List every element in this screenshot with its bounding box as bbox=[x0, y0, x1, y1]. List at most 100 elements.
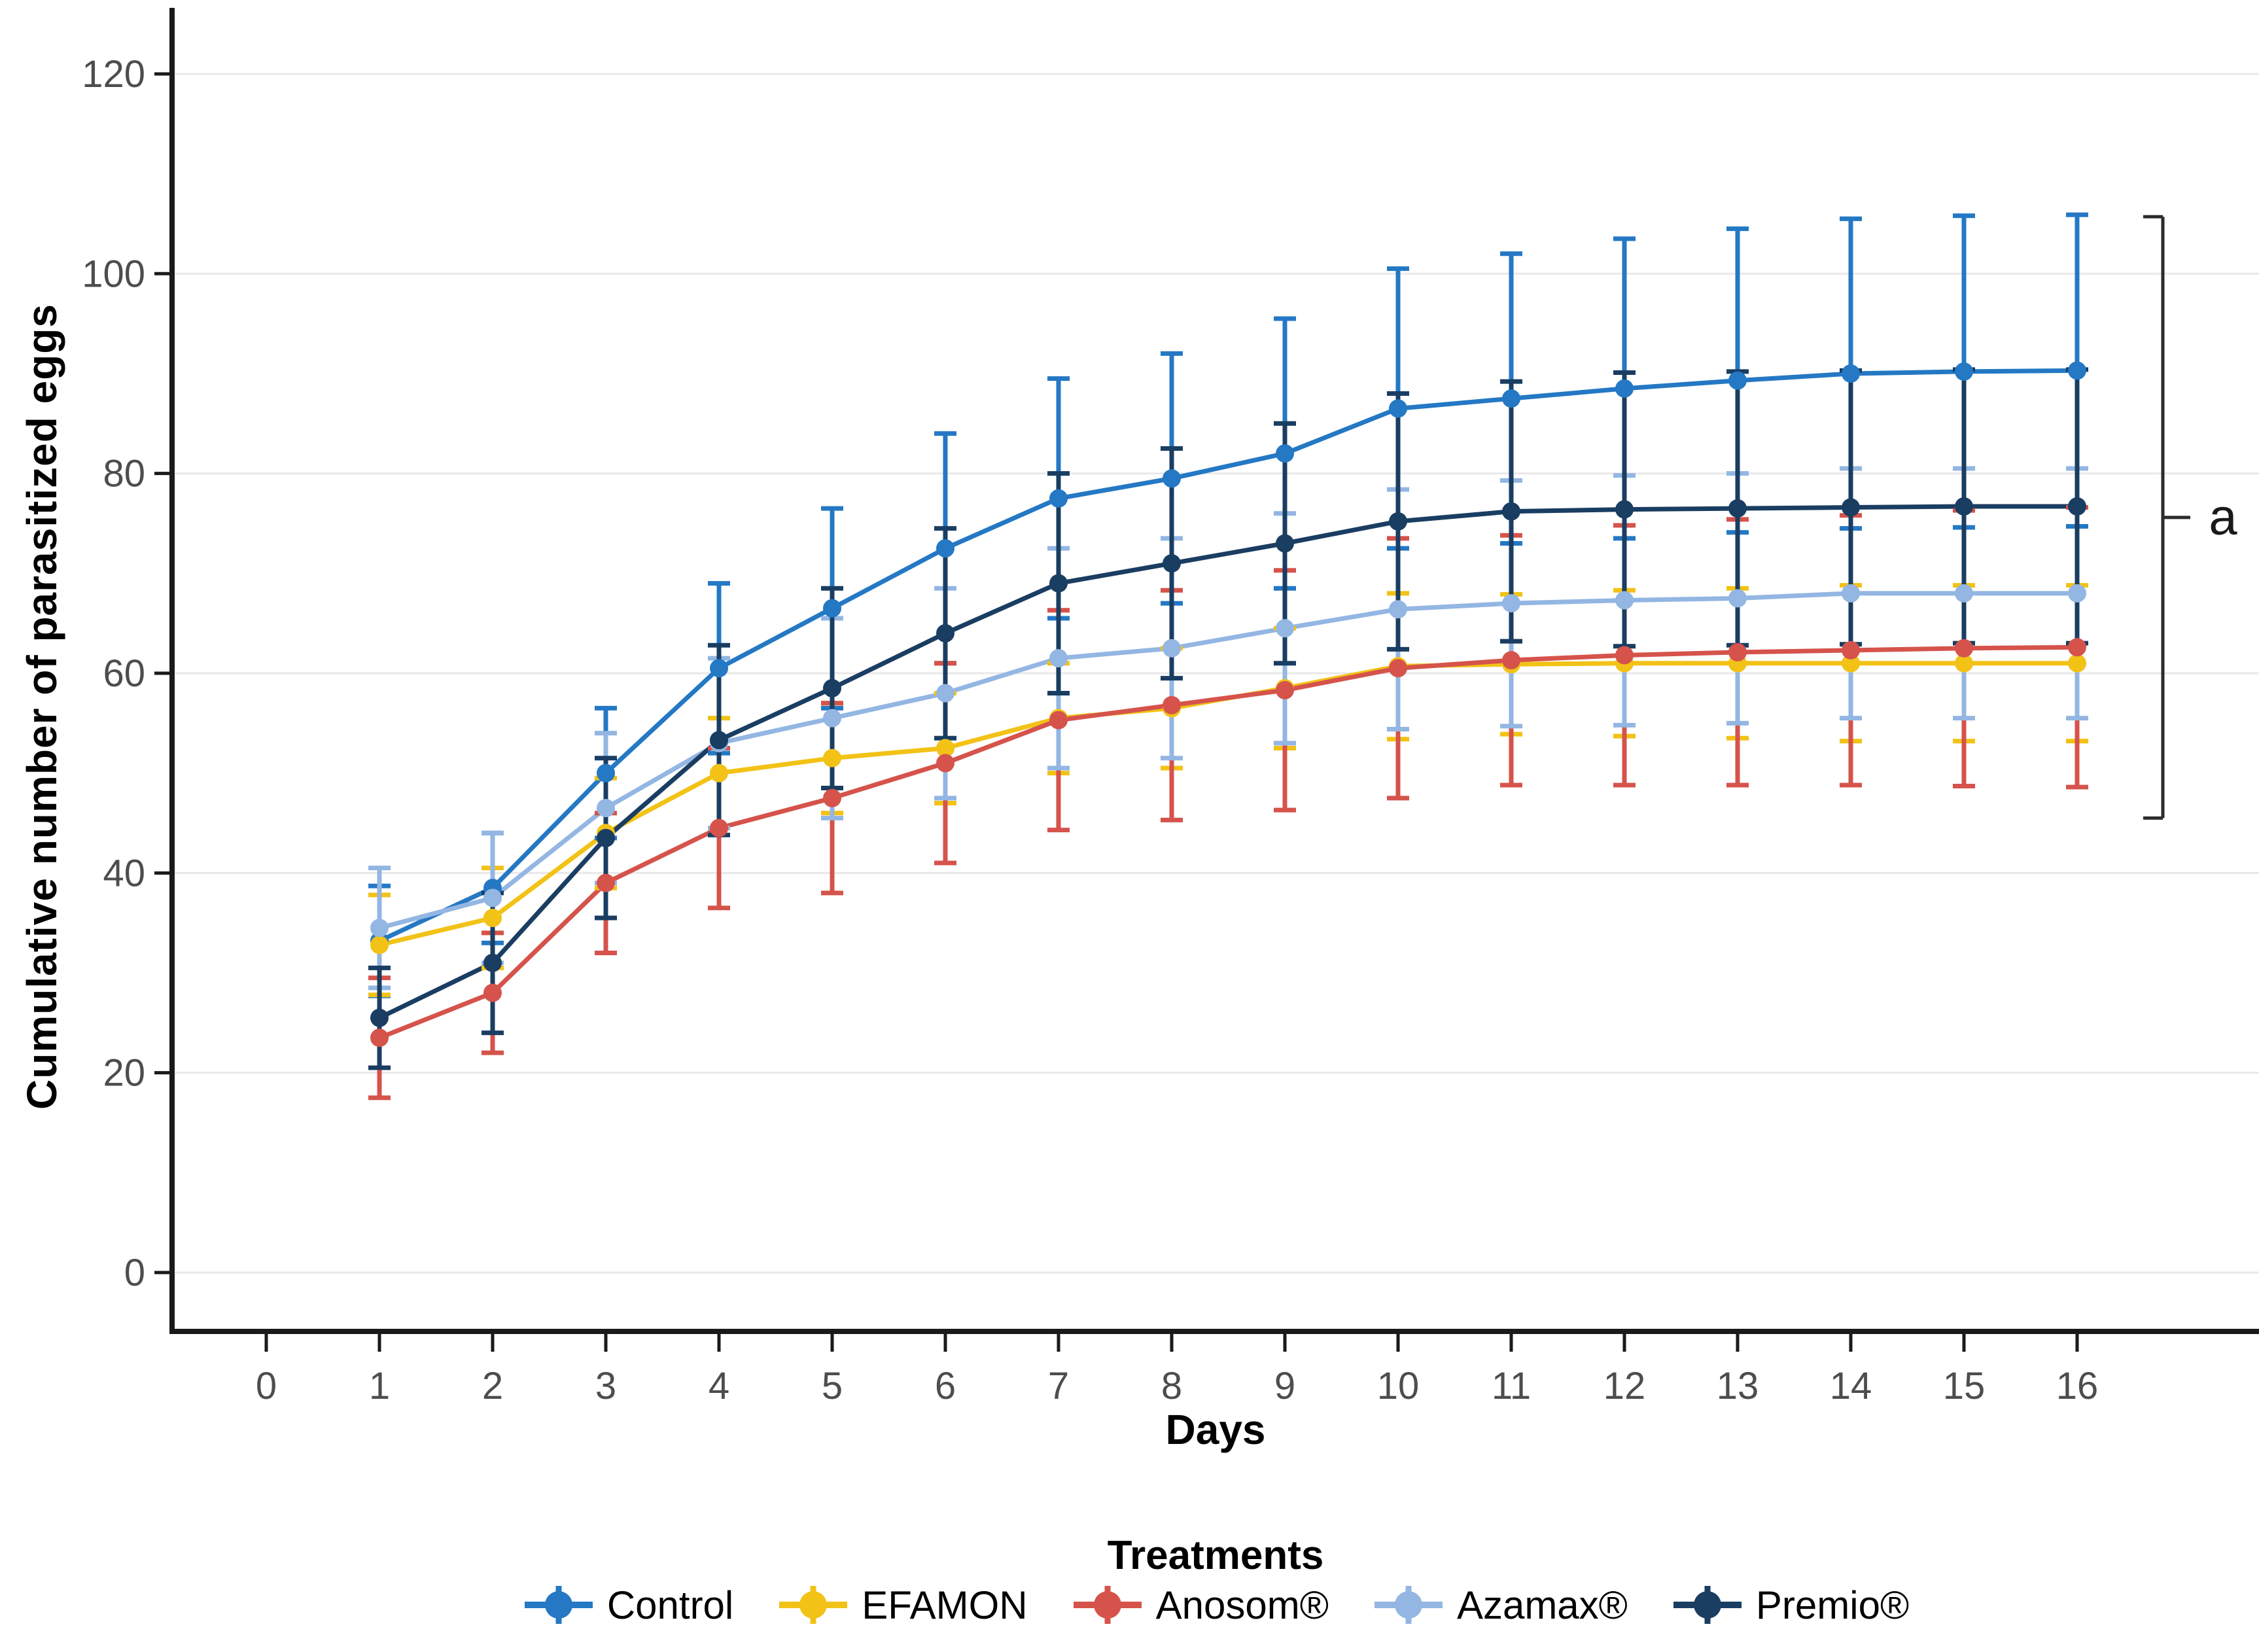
data-point bbox=[1955, 497, 1973, 516]
legend-pointrange-icon bbox=[1673, 1586, 1742, 1624]
x-tick-label: 13 bbox=[1717, 1365, 1759, 1407]
legend-item-premio: Premio® bbox=[1671, 1580, 1909, 1630]
annotation-bracket bbox=[2143, 215, 2190, 820]
x-tick-label: 16 bbox=[2056, 1365, 2099, 1407]
legend-label: Azamax® bbox=[1456, 1583, 1628, 1627]
data-point bbox=[1049, 649, 1068, 668]
data-point bbox=[710, 818, 728, 837]
data-point bbox=[710, 659, 728, 678]
x-axis-title: Days bbox=[1165, 1406, 1266, 1453]
data-point bbox=[823, 709, 841, 728]
legend-item-azamax: Azamax® bbox=[1372, 1580, 1628, 1630]
data-point bbox=[936, 754, 954, 773]
legend-pointrange-icon bbox=[524, 1586, 593, 1624]
data-point bbox=[710, 731, 728, 750]
data-point bbox=[1502, 389, 1520, 408]
points-premio bbox=[370, 497, 2086, 1027]
data-point bbox=[1502, 502, 1520, 521]
y-tick-label: 40 bbox=[103, 852, 145, 894]
x-tick-label: 0 bbox=[256, 1365, 277, 1407]
data-point bbox=[2068, 638, 2086, 657]
y-tick-label: 0 bbox=[124, 1252, 145, 1294]
data-point bbox=[483, 953, 502, 972]
series-points bbox=[370, 361, 2086, 1047]
y-tick-label: 20 bbox=[103, 1052, 145, 1095]
data-point bbox=[2068, 584, 2086, 603]
data-point bbox=[597, 799, 615, 818]
x-tick-label: 8 bbox=[1161, 1365, 1182, 1407]
data-point bbox=[370, 1028, 389, 1047]
legend-label: Anosom® bbox=[1155, 1583, 1329, 1627]
x-tick-label: 5 bbox=[822, 1365, 843, 1407]
data-point bbox=[1163, 554, 1181, 573]
points-anosom bbox=[370, 638, 2086, 1047]
data-point bbox=[1615, 646, 1634, 665]
data-point bbox=[936, 684, 954, 703]
points-azamax bbox=[370, 584, 2086, 938]
legend-key-shape bbox=[799, 1591, 828, 1619]
data-point bbox=[1728, 642, 1747, 661]
data-point bbox=[1842, 498, 1860, 517]
y-tick-label: 80 bbox=[103, 453, 145, 495]
series-line-azamax bbox=[379, 591, 2077, 930]
data-point bbox=[1955, 639, 1973, 658]
x-tick-label: 10 bbox=[1377, 1365, 1420, 1407]
data-point bbox=[1389, 600, 1407, 619]
data-point bbox=[1955, 362, 1973, 381]
data-point bbox=[1728, 371, 1747, 390]
data-point bbox=[1163, 639, 1181, 658]
data-point bbox=[597, 828, 615, 847]
data-point bbox=[2068, 654, 2086, 673]
x-tick-label: 15 bbox=[1943, 1365, 1986, 1407]
series-line-anosom bbox=[378, 644, 2078, 1040]
x-tick-label: 9 bbox=[1274, 1365, 1295, 1407]
x-tick-label: 2 bbox=[482, 1365, 503, 1407]
legend-label: Premio® bbox=[1755, 1583, 1910, 1627]
legend-key-shape bbox=[1093, 1591, 1121, 1619]
data-point bbox=[597, 764, 615, 782]
error-bars-azamax bbox=[368, 466, 2088, 991]
data-point bbox=[1728, 589, 1747, 608]
x-tick-label: 3 bbox=[595, 1365, 616, 1407]
legend-item-control: Control bbox=[522, 1580, 733, 1630]
data-point bbox=[1389, 512, 1407, 531]
data-point bbox=[1049, 711, 1068, 729]
data-point bbox=[936, 624, 954, 642]
data-point bbox=[1842, 364, 1860, 383]
y-axis-title: Cumulative number of parasitized eggs bbox=[18, 304, 65, 1110]
significance-letter-annotation: a bbox=[2209, 487, 2237, 546]
data-point bbox=[483, 888, 502, 907]
data-point bbox=[1615, 379, 1634, 398]
data-point bbox=[823, 748, 841, 767]
error-bars-control bbox=[368, 212, 2088, 998]
data-point bbox=[1049, 574, 1068, 593]
legend-pointrange-icon bbox=[1374, 1586, 1443, 1624]
data-point bbox=[823, 788, 841, 807]
legend-item-efamon: EFAMON bbox=[777, 1580, 1028, 1630]
legend-key-shape bbox=[1394, 1591, 1422, 1619]
legend-key-shape bbox=[1693, 1591, 1721, 1619]
legend: Control EFAMON Anosom® Azamax® Premio® bbox=[172, 1575, 2259, 1634]
series-line-control bbox=[378, 368, 2078, 943]
x-tick-label: 7 bbox=[1048, 1365, 1069, 1407]
data-point bbox=[1389, 399, 1407, 418]
data-point bbox=[1842, 641, 1860, 659]
x-tick-label: 12 bbox=[1603, 1365, 1646, 1407]
points-control bbox=[370, 361, 2086, 951]
legend-pointrange-icon bbox=[779, 1586, 848, 1624]
x-tick-label: 6 bbox=[935, 1365, 956, 1407]
x-tick-label: 14 bbox=[1830, 1365, 1872, 1407]
data-point bbox=[1842, 654, 1860, 673]
data-point bbox=[1049, 489, 1068, 508]
x-tick-label: 4 bbox=[709, 1365, 729, 1407]
x-tick-labels: 0 1 2 3 4 5 6 7 8 9 10 11 12 13 14 15 16 bbox=[256, 1334, 2098, 1407]
data-point bbox=[710, 764, 728, 782]
error-bars bbox=[368, 212, 2088, 1100]
gridlines bbox=[172, 73, 2259, 1274]
data-point bbox=[1842, 584, 1860, 603]
legend-pointrange-icon bbox=[1073, 1586, 1142, 1624]
data-point bbox=[483, 909, 502, 928]
data-point bbox=[1955, 654, 1973, 673]
legend-label: Control bbox=[606, 1583, 734, 1627]
